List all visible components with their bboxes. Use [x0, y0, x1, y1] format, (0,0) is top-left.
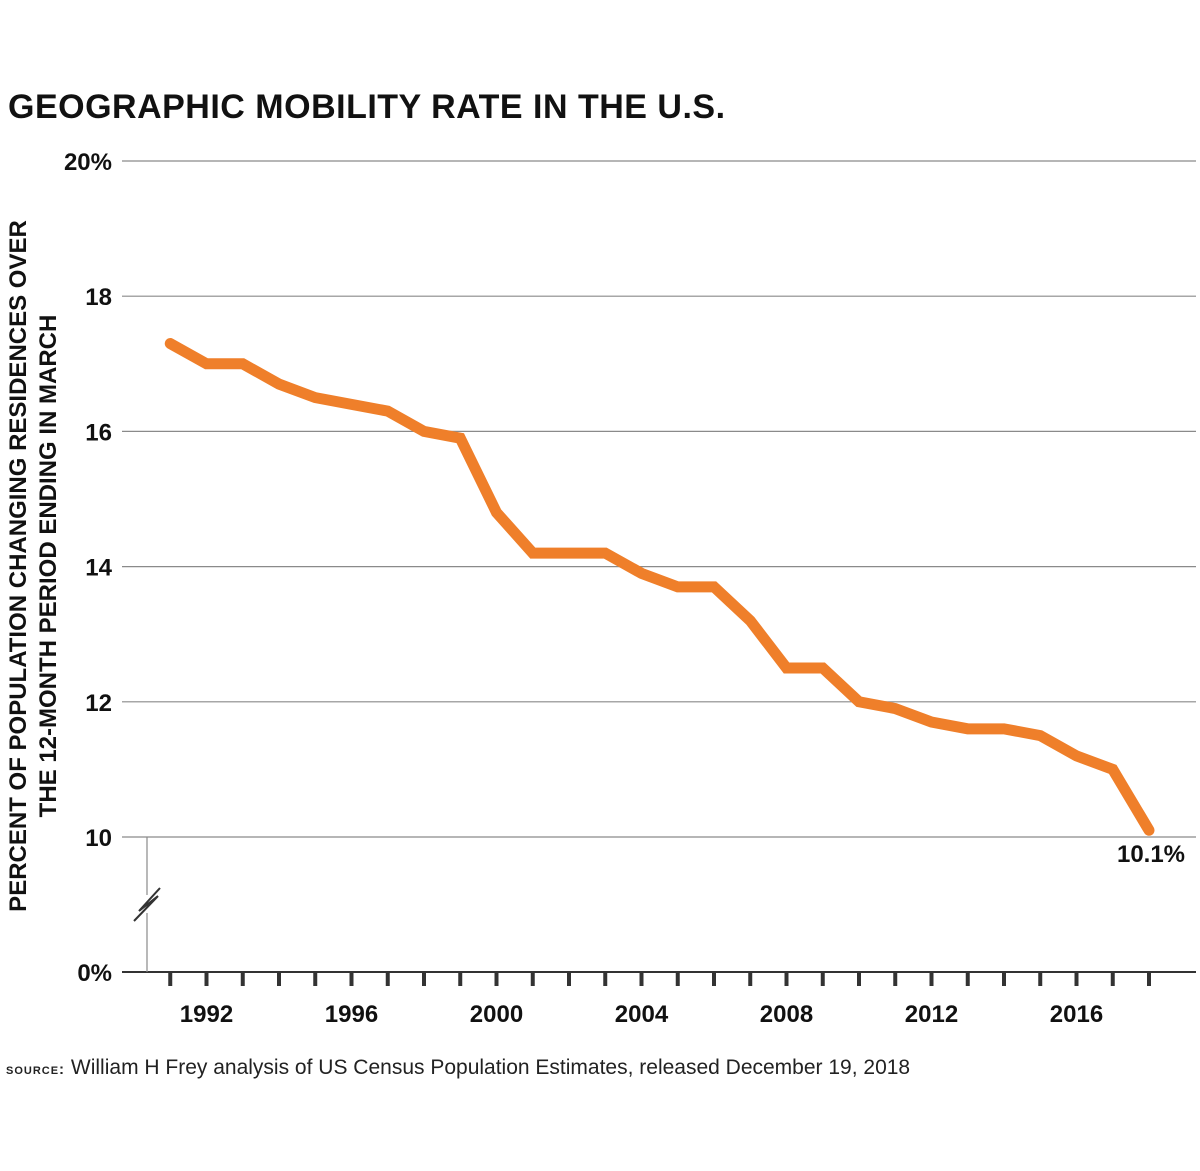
x-tick-label: 2004 — [615, 1001, 669, 1028]
y-tick-label: 14 — [85, 555, 112, 582]
y-axis-label-line: THE 12-MONTH PERIOD ENDING IN MARCH — [35, 315, 62, 818]
end-value-label: 10.1% — [1117, 841, 1185, 868]
chart-title: GEOGRAPHIC MOBILITY RATE IN THE U.S. — [8, 88, 726, 126]
y-tick-label: 20% — [64, 149, 112, 176]
series — [164, 338, 1155, 836]
y-tick-label: 0% — [77, 960, 112, 987]
axes — [133, 837, 1151, 986]
x-tick-label: 1996 — [325, 1001, 378, 1028]
x-tick-label: 2012 — [905, 1001, 958, 1028]
gridlines — [122, 160, 1196, 973]
x-tick-label: 2008 — [760, 1001, 813, 1028]
source-note: source: William H Frey analysis of US Ce… — [6, 1056, 910, 1080]
labels: 20% 18 16 14 12 10 0% 1992 1996 2000 2004 2008 2012 2… — [5, 149, 1185, 1028]
y-axis-label-line: PERCENT OF POPULATION CHANGING RESIDENCE… — [5, 220, 32, 912]
y-tick-label: 12 — [85, 690, 112, 717]
axis-break-marker — [133, 887, 161, 922]
y-tick-label: 18 — [85, 284, 112, 311]
y-tick-label: 10 — [85, 825, 112, 852]
x-tick-label: 2016 — [1050, 1001, 1103, 1028]
series-line — [164, 338, 1155, 836]
source-label: source: — [6, 1061, 66, 1078]
y-axis-label: PERCENT OF POPULATION CHANGING RESIDENCE… — [5, 220, 62, 912]
x-tick-label: 2000 — [470, 1001, 523, 1028]
source-text: William H Frey analysis of US Census Pop… — [70, 1056, 911, 1079]
y-tick-label: 16 — [85, 419, 112, 446]
x-tick-label: 1992 — [180, 1001, 233, 1028]
